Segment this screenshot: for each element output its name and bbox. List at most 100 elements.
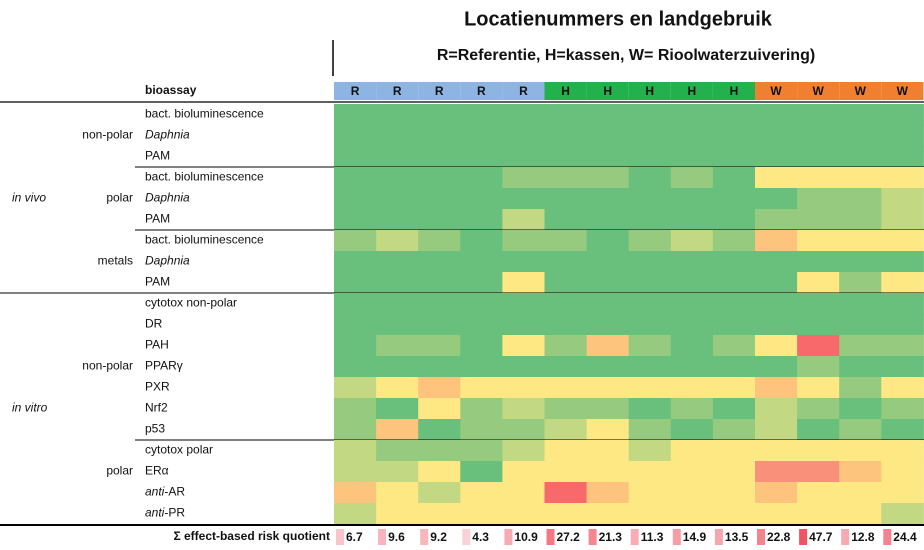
row-label-text: PPARγ: [145, 359, 183, 373]
heat-cell: [376, 335, 419, 357]
quotient-swatch: [714, 529, 723, 545]
heat-cell: [586, 356, 630, 378]
heat-cell: [839, 482, 882, 504]
column-label: W: [897, 84, 909, 98]
heat-cell: [628, 314, 672, 336]
heat-cell: [881, 104, 924, 126]
heat-cell: [628, 482, 672, 504]
heat-cell: [460, 209, 503, 231]
heat-cell: [755, 335, 798, 357]
heat-cell: [797, 209, 840, 231]
quotient-value: 27.2: [557, 530, 581, 544]
heat-cell: [628, 104, 672, 126]
heat-cell: [544, 125, 588, 147]
heat-cell: [418, 335, 461, 357]
column-label: R: [477, 84, 486, 98]
heat-cell: [586, 419, 630, 441]
heat-cell: [628, 146, 672, 168]
heat-cell: [755, 251, 798, 273]
heat-cell: [586, 188, 630, 210]
group-label: in vivo: [12, 191, 46, 205]
heat-cell: [460, 251, 503, 273]
heat-cell: [334, 440, 377, 462]
column-label: H: [561, 84, 570, 98]
heat-cell: [418, 356, 461, 378]
heat-cell: [586, 125, 630, 147]
heat-cell: [502, 398, 545, 420]
quotient-swatch: [504, 529, 513, 545]
heat-cell: [376, 251, 419, 273]
column-label: W: [855, 84, 867, 98]
heat-cell: [376, 167, 419, 189]
heat-cell: [712, 482, 756, 504]
heat-cell: [712, 461, 756, 483]
heat-cell: [418, 272, 461, 294]
row-label: Daphnia: [145, 128, 190, 142]
heat-cell: [712, 146, 756, 168]
heat-cell: [755, 188, 798, 210]
heat-cell: [544, 314, 588, 336]
heat-cell: [670, 398, 714, 420]
column-header: [334, 82, 377, 100]
heat-cell: [334, 293, 377, 315]
row-label: bact. bioluminescence: [145, 170, 264, 184]
row-label: PXR: [145, 380, 170, 394]
heat-cell: [586, 209, 630, 231]
heat-cell: [418, 440, 461, 462]
heat-cell: [586, 167, 630, 189]
heat-cell: [502, 419, 545, 441]
heat-cell: [755, 125, 798, 147]
heat-cell: [544, 251, 588, 273]
column-label: H: [688, 84, 697, 98]
heat-cell: [334, 125, 377, 147]
row-label: PAM: [145, 149, 170, 163]
row-label: cytotox polar: [145, 443, 213, 457]
quotient-value: 11.3: [641, 530, 664, 544]
title: Locatienummers en landgebruik: [464, 8, 773, 30]
row-label: p53: [145, 422, 165, 436]
heat-cell: [881, 209, 924, 231]
heat-cell: [418, 503, 461, 525]
heat-cell: [418, 482, 461, 504]
row-label: PPARγ: [145, 359, 183, 373]
quotient-value: 22.8: [767, 530, 791, 544]
heat-cell: [334, 251, 377, 273]
heat-cell: [797, 503, 840, 525]
heat-cell: [881, 419, 924, 441]
heat-cell: [670, 104, 714, 126]
quotient-value: 6.7: [346, 530, 363, 544]
heat-cell: [586, 314, 630, 336]
heat-cell: [334, 398, 377, 420]
heat-cell: [881, 251, 924, 273]
heat-cell: [797, 104, 840, 126]
heat-cell: [460, 146, 503, 168]
heat-cell: [839, 440, 882, 462]
header-label: bioassay: [145, 83, 197, 97]
quotient-swatch: [841, 529, 850, 545]
heat-cell: [502, 335, 545, 357]
column-header: [755, 82, 798, 100]
heat-cell: [797, 251, 840, 273]
heat-cell: [334, 314, 377, 336]
row-label-text: bact. bioluminescence: [145, 170, 264, 184]
quotient-swatch: [336, 529, 344, 545]
heat-cell: [376, 209, 419, 231]
heat-cell: [628, 503, 672, 525]
heat-cell: [376, 146, 419, 168]
heat-cell: [544, 188, 588, 210]
heat-cell: [544, 167, 588, 189]
heat-cell: [544, 230, 588, 252]
heat-cell: [460, 419, 503, 441]
heat-cell: [460, 440, 503, 462]
heat-cell: [839, 398, 882, 420]
heat-cell: [418, 209, 461, 231]
column-label: R: [519, 84, 528, 98]
heat-cell: [881, 125, 924, 147]
column-header: [670, 82, 713, 100]
heat-cell: [502, 503, 545, 525]
row-label: Daphnia: [145, 254, 190, 268]
heat-cell: [839, 188, 882, 210]
column-label: W: [812, 84, 824, 98]
row-label: DR: [145, 317, 163, 331]
heat-cell: [628, 293, 672, 315]
